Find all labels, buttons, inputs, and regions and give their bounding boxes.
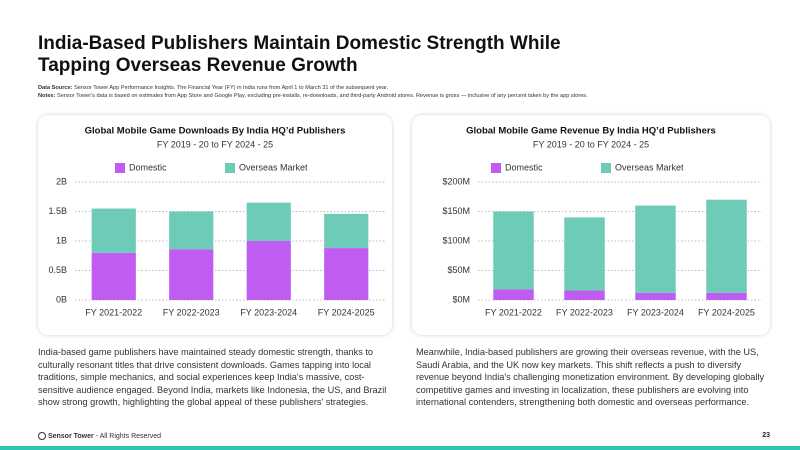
y-tick-label: 1.5B <box>48 206 67 216</box>
chart-subtitle: FY 2019 - 20 to FY 2024 - 25 <box>533 139 649 149</box>
y-tick-label: $0M <box>452 294 470 304</box>
notes-label: Notes: <box>38 93 56 99</box>
bar-segment <box>246 202 291 241</box>
legend-swatch <box>601 163 611 173</box>
legend-swatch <box>491 163 501 173</box>
bar-segment <box>324 213 369 249</box>
legend-swatch <box>225 163 235 173</box>
y-tick-label: $100M <box>442 235 470 245</box>
legend-label: Overseas Market <box>239 162 308 172</box>
legend-label: Domestic <box>505 162 543 172</box>
x-tick-label: FY 2023-2024 <box>627 307 684 317</box>
paragraph: Meanwhile, India-based publishers are gr… <box>416 347 765 408</box>
bar-segment <box>493 211 534 290</box>
slide-title: India-Based Publishers Maintain Domestic… <box>38 33 561 76</box>
y-tick-label: $50M <box>447 265 470 275</box>
x-tick-label: FY 2024-2025 <box>698 307 755 317</box>
bar-segment <box>635 205 676 293</box>
bar-segment <box>91 252 136 300</box>
x-tick-label: FY 2021-2022 <box>485 307 542 317</box>
y-tick-label: $200M <box>442 176 470 186</box>
bar-segment <box>169 211 214 250</box>
y-tick-label: 1B <box>56 235 67 245</box>
legend-swatch <box>115 163 125 173</box>
page-number: 23 <box>762 432 770 439</box>
brand: Sensor Tower <box>47 432 94 440</box>
bar-segment <box>564 290 605 300</box>
legend-label: Overseas Market <box>615 162 684 172</box>
bar-segment <box>324 248 369 300</box>
bar-segment <box>635 292 676 300</box>
source-line: Data Source: Sensor Tower App Performanc… <box>38 85 388 91</box>
bar-segment <box>706 292 747 300</box>
bar-segment <box>169 249 214 300</box>
y-tick-label: 2B <box>56 176 67 186</box>
notes: Sensor Tower's data is based on estimate… <box>56 93 588 99</box>
bottom-strip <box>0 446 800 450</box>
paragraph: India-based game publishers have maintai… <box>38 347 387 408</box>
chart: Global Mobile Game Downloads By India HQ… <box>48 126 385 317</box>
x-tick-label: FY 2024-2025 <box>318 307 375 317</box>
bar-segment <box>246 241 291 300</box>
chart-card: Global Mobile Game Downloads By India HQ… <box>38 115 392 335</box>
chart-title: Global Mobile Game Revenue By India HQ’d… <box>466 126 716 137</box>
x-tick-label: FY 2021-2022 <box>85 307 142 317</box>
chart-subtitle: FY 2019 - 20 to FY 2024 - 25 <box>157 139 273 149</box>
chart-title: Global Mobile Game Downloads By India HQ… <box>85 126 346 137</box>
x-tick-label: FY 2022-2023 <box>556 307 613 317</box>
legend-label: Domestic <box>129 162 167 172</box>
chart: Global Mobile Game Revenue By India HQ’d… <box>442 126 762 317</box>
footer: Sensor Tower - All Rights Reserved <box>38 432 161 440</box>
x-tick-label: FY 2023-2024 <box>240 307 297 317</box>
x-tick-label: FY 2022-2023 <box>163 307 220 317</box>
notes-line: Notes: Sensor Tower's data is based on e… <box>38 93 588 99</box>
chart-card: Global Mobile Game Revenue By India HQ’d… <box>412 115 770 335</box>
bar-segment <box>564 217 605 291</box>
source-label: Data Source: <box>38 85 73 91</box>
y-tick-label: $150M <box>442 206 470 216</box>
y-tick-label: 0B <box>56 294 67 304</box>
bar-segment <box>91 208 136 253</box>
y-tick-label: 0.5B <box>48 265 67 275</box>
logo-icon <box>38 432 46 440</box>
bar-segment <box>706 199 747 293</box>
source: Sensor Tower App Performance Insights. T… <box>74 85 389 91</box>
rights: - All Rights Reserved <box>95 432 162 440</box>
bar-segment <box>493 289 534 300</box>
